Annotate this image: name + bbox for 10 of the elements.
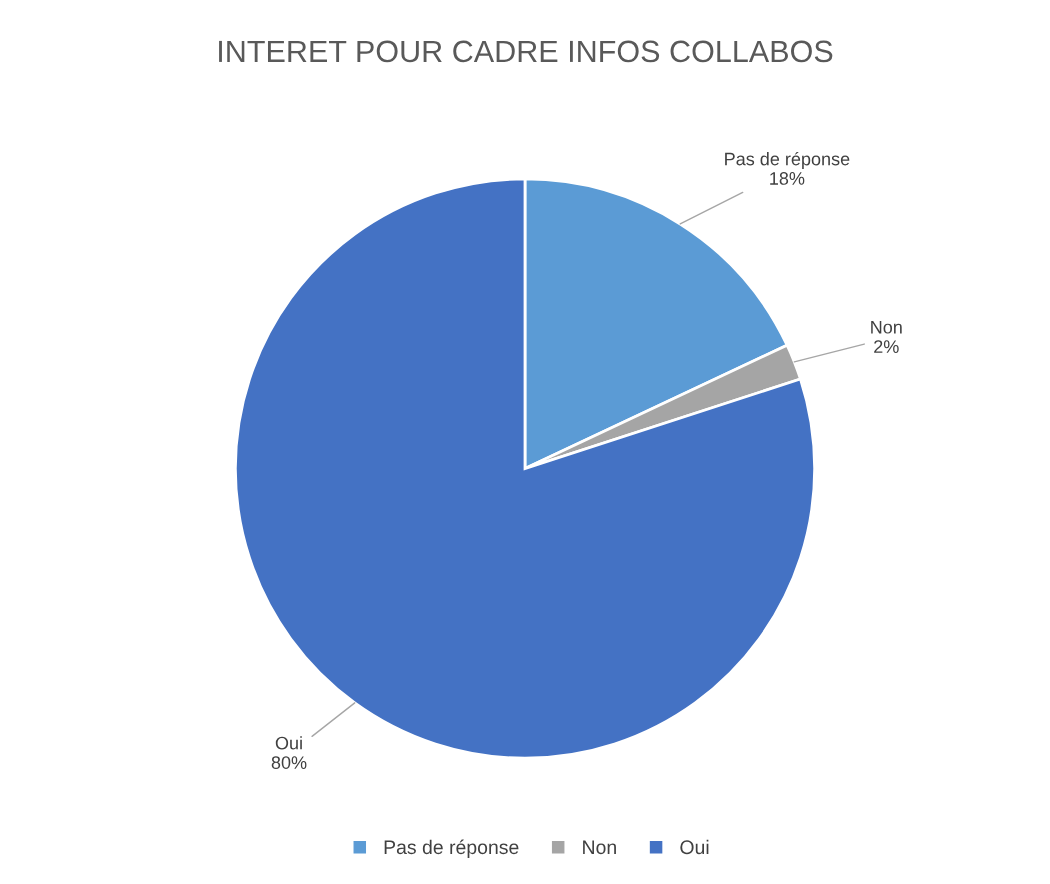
slice-label: Non (871, 320, 902, 334)
data-label: 80% (271, 756, 307, 769)
legend-label: Pas de réponse (384, 839, 519, 858)
data-label: 18% (770, 172, 805, 185)
legend-label: Non (583, 840, 616, 855)
slice-label: Oui (275, 736, 302, 750)
chart-title: INTERET POUR CADRE INFOS COLLABOS (219, 40, 833, 63)
data-label: 2% (874, 340, 899, 353)
slice-label: Pas de réponse (725, 151, 850, 169)
legend-label: Oui (680, 839, 709, 855)
